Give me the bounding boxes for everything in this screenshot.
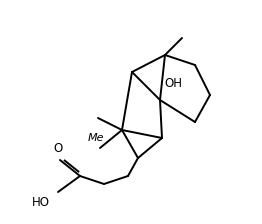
Text: O: O: [53, 142, 63, 155]
Text: Me: Me: [88, 133, 104, 143]
Text: HO: HO: [32, 196, 50, 209]
Text: OH: OH: [164, 77, 182, 90]
